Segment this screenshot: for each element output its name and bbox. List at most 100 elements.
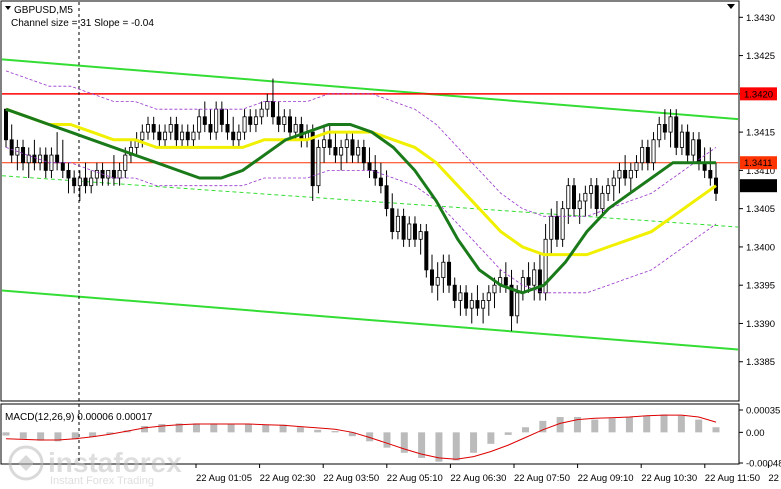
macd-histogram-bar [366,432,374,442]
candle-body [259,108,264,118]
candle-body [685,131,690,156]
candle-body [679,131,684,148]
macd-signal-line [5,414,717,460]
candle-body [350,139,355,156]
macd-histogram-bar [418,432,426,458]
candle-body [322,139,327,148]
candle-body [253,116,258,125]
bollinger-lower-line [5,147,717,294]
candle-body [32,154,37,164]
x-tick-label: 22 Aug 13:10 [768,473,781,484]
macd-label: MACD(12,26,9) 0.00006 0.00017 [5,412,153,423]
candle-body [367,162,372,171]
candle-body [390,208,395,233]
macd-histogram-bar [625,417,633,433]
x-tick-label: 22 Aug 10:30 [641,473,697,484]
candle-body [9,139,14,156]
macd-histogram-bar [452,432,460,461]
candle-body [219,108,224,125]
macd-histogram-bar [400,432,408,453]
candle-body [395,215,400,233]
macd-histogram-bar [348,432,356,437]
candle-body [492,284,497,294]
candle-body [623,169,628,179]
level-price-label: 1.3411 [744,158,772,169]
macd-histogram-bar [158,424,166,433]
candle-body [191,131,196,141]
candle-body [236,131,241,141]
macd-histogram-bar [192,423,200,433]
scroll-down-arrow-icon[interactable] [727,4,735,9]
y-tick-label: 1.3410 [746,166,775,177]
ma-fast-line [5,107,716,295]
candle-body [117,169,122,179]
candle-body [202,116,207,125]
candle-body [418,231,423,240]
candle-body [373,169,378,179]
candle-body [401,215,406,240]
candle-body [242,116,247,133]
candle-body [66,169,71,179]
candle-body [208,124,213,133]
macd-histogram-bar [279,424,287,433]
macd-histogram-bar [591,419,599,433]
candle-body [600,192,605,210]
candle-body [197,116,202,133]
macd-histogram-bar [37,432,45,441]
candle-body [481,300,486,309]
candle-body [634,162,639,171]
macd-histogram-bar [175,423,183,433]
candle-body [333,147,338,156]
candle-body [554,215,559,240]
candle-body [157,131,162,141]
candle-body [83,177,88,187]
candle-body [339,147,344,156]
candle-body [469,300,474,309]
candle-body [180,131,185,141]
macd-histogram-bar [712,427,720,433]
current-price-label-bg [740,179,777,193]
candle-body [549,215,554,240]
candle-body [651,139,656,164]
candle-body [429,269,434,286]
candle-body [441,261,446,278]
watermark: instaforex Instant Forex Trading [8,445,182,487]
candle-body [640,147,645,164]
candle-body [532,269,537,286]
candle-body [270,101,275,118]
candle-body [89,177,94,187]
candle-body [231,131,236,141]
candle-body [123,154,128,171]
macd-histogram-bar [539,420,547,433]
macd-histogram-bar [522,427,530,433]
candle-body [168,124,173,133]
candle-body [356,147,361,156]
candle-body [299,124,304,141]
candle-body [225,124,230,133]
macd-histogram-bar [435,432,443,462]
candle-body [708,169,713,179]
x-tick-label: 22 Aug 05:10 [387,473,443,484]
y-tick-label: 1.3425 [746,51,775,62]
candle-body [560,208,565,240]
price-pane-frame [0,0,740,402]
candle-body [691,139,696,156]
candle-body [145,124,150,133]
macd-histogram-bar [556,417,564,433]
macd-histogram-bar [331,431,339,433]
candle-body [293,124,298,133]
resistance-price-label: 1.3420 [744,89,773,100]
candle-body [106,169,111,179]
macd-histogram-bar [383,432,391,448]
candle-body [174,124,179,141]
candle-body [77,177,82,187]
macd-histogram-bar [470,432,478,453]
candle-body [594,185,599,210]
candle-body [94,169,99,179]
current-price-label: 1.3408 [744,181,773,192]
dropdown-arrow-icon[interactable] [5,6,11,10]
candle-body [657,124,662,141]
macd-histogram-bar [244,424,252,433]
macd-histogram-bar [141,425,149,433]
